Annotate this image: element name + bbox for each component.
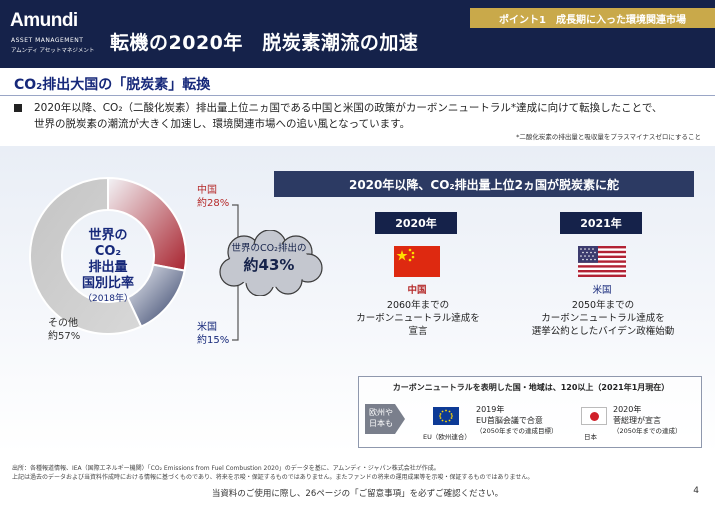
china-percent: 約28% — [197, 198, 230, 209]
cloud-shape — [219, 230, 323, 296]
china-policy-text: 2060年までの カーボンニュートラル達成を 宣言 — [330, 299, 506, 338]
china-desc-3: 宣言 — [408, 326, 428, 337]
japan-label: 日本 — [584, 433, 597, 441]
china-slice-label: 中国 約28% — [197, 184, 229, 210]
china-name: 中国 — [197, 185, 217, 196]
eu-line-1: 2019年 — [476, 405, 505, 414]
body-line-1: 2020年以降、CO₂（二酸化炭素）排出量上位ニヵ国である中国と米国の政策がカー… — [34, 102, 663, 114]
jp-line-2: 菅総理が宣言 — [613, 416, 661, 425]
body-line-2: 世界の脱炭素の潮流が大きく加速し、環境関連市場への追い風となっています。 — [34, 118, 411, 130]
logo-subtitle-en: ASSET MANAGEMENT — [11, 37, 84, 44]
center-line-2: CO₂ — [94, 244, 122, 259]
usa-percent: 約15% — [197, 335, 230, 346]
eu-flag-icon — [433, 407, 459, 425]
section-title: CO₂排出大国の「脱炭素」転換 — [14, 77, 211, 93]
page-title: 転機の2020年 脱炭素潮流の加速 — [110, 32, 419, 54]
usa-label: 米国 — [592, 285, 612, 296]
usa-desc-3: 選挙公約としたバイデン政権始動 — [531, 326, 675, 337]
lower-box-title: カーボンニュートラルを表明した国・地域は、120以上（2021年1月現在） — [392, 383, 670, 392]
center-line-1: 世界の — [88, 228, 128, 243]
other-name: その他 — [48, 318, 78, 329]
cloud-line-1: 世界のCO₂排出の — [231, 243, 307, 254]
center-line-5: （2018年） — [83, 294, 133, 304]
china-flag-icon — [394, 246, 440, 277]
disclaimer: 当資料のご使用に際し、26ページの「ご留意事項」を必ずご確認ください。 — [211, 489, 504, 499]
divider — [0, 95, 715, 96]
jp-line-3: （2050年までの達成） — [613, 427, 682, 435]
other-slice-label: その他 約57% — [48, 317, 80, 343]
arrow-line-1: 欧州や — [369, 408, 393, 417]
source-line-2: 上記は過去のデータおよび当資料作成時における情報に基づくものであり、将来を示唆・… — [12, 474, 534, 481]
arrow-tag-label: 欧州や 日本も — [366, 407, 396, 429]
page-number: 4 — [693, 486, 699, 496]
china-desc-1: 2060年までの — [386, 300, 450, 311]
donut-slice-other — [29, 176, 143, 335]
center-line-4: 国別比率 — [81, 276, 134, 291]
china-desc-2: カーボンニュートラル達成を — [356, 313, 480, 324]
footnote: *二酸化炭素の排出量と吸収量をプラスマイナスゼロにすること — [516, 133, 701, 141]
china-label: 中国 — [407, 285, 427, 296]
japan-text: 2020年 菅総理が宣言 （2050年までの達成） — [613, 404, 682, 437]
policy-banner: 2020年以降、CO₂排出量上位2ヵ国が脱炭素に舵 — [274, 171, 694, 197]
cloud-line-2: 約43% — [243, 256, 295, 274]
carbon-neutral-countries-box: カーボンニュートラルを表明した国・地域は、120以上（2021年1月現在） 欧州… — [358, 376, 702, 448]
point-tag: ポイント1 成長期に入った環境関連市場 — [470, 8, 715, 28]
usa-desc-1: 2050年までの — [571, 300, 635, 311]
usa-name: 米国 — [197, 322, 217, 333]
eu-line-2: EU首脳会議で合意 — [476, 416, 543, 425]
amundi-logo: Amundi — [10, 10, 78, 31]
usa-flag-icon — [578, 246, 626, 277]
donut-center-label: 世界の CO₂ 排出量 国別比率 （2018年） — [70, 228, 146, 306]
usa-slice-label: 米国 約15% — [197, 321, 229, 347]
source-line-1: 出所：各種報道情報、IEA（国際エネルギー機関）「CO₂ Emissions f… — [12, 465, 440, 472]
arrow-line-2: 日本も — [369, 419, 393, 428]
other-percent: 約57% — [48, 331, 81, 342]
eu-line-3: （2050年までの達成目標） — [476, 427, 558, 435]
source-note: 出所：各種報道情報、IEA（国際エネルギー機関）「CO₂ Emissions f… — [12, 464, 702, 482]
japan-flag-icon — [581, 407, 607, 425]
center-line-3: 排出量 — [88, 260, 128, 275]
eu-text: 2019年 EU首脳会議で合意 （2050年までの達成目標） — [476, 404, 558, 437]
arrow-tag-icon — [365, 404, 405, 434]
jp-line-1: 2020年 — [613, 405, 642, 414]
co2-share-donut-chart — [29, 176, 187, 335]
bullet-square-icon — [14, 104, 22, 112]
year-2020-box: 2020年 — [375, 212, 457, 234]
usa-policy-text: 2050年までの カーボンニュートラル達成を 選挙公約としたバイデン政権始動 — [510, 299, 696, 338]
usa-desc-2: カーボンニュートラル達成を — [541, 313, 665, 324]
body-paragraph: 2020年以降、CO₂（二酸化炭素）排出量上位ニヵ国である中国と米国の政策がカー… — [34, 100, 704, 132]
eu-label: EU（欧州連合） — [423, 433, 471, 441]
year-2021-box: 2021年 — [560, 212, 642, 234]
cloud-label: 世界のCO₂排出の 約43% — [217, 242, 321, 275]
logo-subtitle-jp: アムンディ アセットマネジメント — [11, 48, 95, 54]
